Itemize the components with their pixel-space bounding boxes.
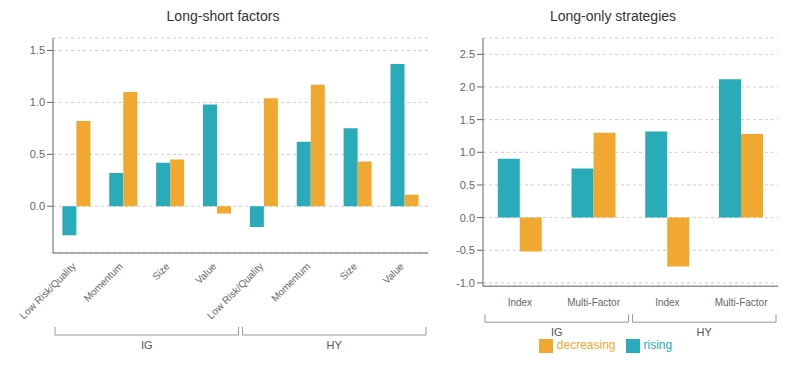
svg-text:IG: IG [551,326,563,338]
html-text:Long-only strategies: Long-only strategies [550,8,676,24]
svg-text:Value: Value [381,260,407,286]
svg-text:Low Risk/Quality: Low Risk/Quality [205,261,265,321]
svg-text:-0.5: -0.5 [456,244,475,256]
svg-text:2.5: 2.5 [460,48,475,60]
html-text:Long-short factors: Long-short factors [166,8,280,24]
svg-text:Multi-Factor: Multi-Factor [567,297,620,308]
svg-text:-1.0: -1.0 [456,277,475,289]
svg-text:HY: HY [327,339,343,351]
svg-text:Index: Index [655,297,679,308]
svg-text:2.0: 2.0 [460,81,475,93]
svg-text:1.5: 1.5 [30,44,45,56]
svg-text:0.5: 0.5 [460,179,475,191]
svg-text:Index: Index [508,297,532,308]
svg-text:Momentum: Momentum [269,261,312,304]
svg-text:Size: Size [338,260,360,282]
svg-text:Multi-Factor: Multi-Factor [715,297,768,308]
svg-text:0.5: 0.5 [30,148,45,160]
svg-text:HY: HY [697,326,713,338]
html-text:decreasing: decreasing [556,338,616,353]
svg-text:0.0: 0.0 [460,212,475,224]
svg-text:Value: Value [193,260,219,286]
svg-text:1.5: 1.5 [460,114,475,126]
svg-text:1.0: 1.0 [460,146,475,158]
svg-text:0.0: 0.0 [30,200,45,212]
svg-text:Size: Size [150,260,172,282]
svg-text:Low Risk/Quality: Low Risk/Quality [17,261,77,321]
svg-text:1.0: 1.0 [30,96,45,108]
html-text:rising: rising [643,338,673,353]
svg-text:IG: IG [141,339,153,351]
svg-text:Momentum: Momentum [82,261,125,304]
